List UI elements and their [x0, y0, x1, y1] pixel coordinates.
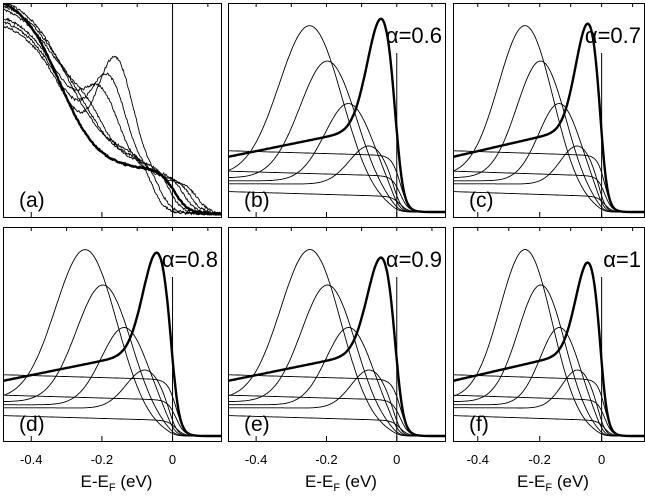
curves-f: [453, 249, 645, 438]
curves-e: [228, 249, 446, 438]
x-tick-label: 0: [598, 452, 605, 467]
x-tick-label: -0.4: [20, 452, 42, 467]
curve-5: [228, 374, 446, 437]
curve-7: [228, 191, 446, 213]
panel-d: -0.4 -0.2 0 (d) α=0.8: [3, 227, 222, 467]
x-axis-label: E-EF (eV): [517, 472, 589, 494]
panel-frame: [228, 3, 446, 218]
curve-3: [3, 369, 222, 437]
curve-4: [3, 17, 222, 216]
panel-label: (b): [244, 189, 270, 212]
panel-e: -0.4 -0.2 0 (e) α=0.9: [228, 227, 446, 467]
alpha-label: α=0.7: [585, 23, 641, 48]
panel-c: (c) α=0.7: [453, 3, 645, 218]
curve-6: [3, 25, 222, 215]
curve-3: [228, 145, 446, 213]
curve-3: [228, 369, 446, 437]
alpha-label: α=0.8: [162, 247, 218, 272]
curves-d: [3, 249, 222, 438]
curve-1: [3, 5, 222, 217]
panel-a: (a): [3, 3, 222, 218]
panel-label: (a): [19, 189, 45, 212]
panel-label: (c): [469, 189, 494, 212]
x-tick-label: -0.2: [529, 452, 551, 467]
panel-b: (b) α=0.6: [228, 3, 446, 218]
x-tick-label: -0.2: [315, 452, 337, 467]
panel-label: (e): [244, 413, 270, 436]
curve-6: [453, 170, 645, 213]
x-axis-label: E-EF (eV): [305, 472, 377, 494]
curves-a: [3, 3, 222, 217]
curve-5: [228, 150, 446, 213]
panel-label: (d): [19, 413, 45, 436]
curve-bold: [453, 261, 645, 438]
x-tick-label: 0: [393, 452, 400, 467]
x-tick-label: -0.4: [245, 452, 267, 467]
curve-3: [453, 369, 645, 437]
panel-f: -0.4 -0.2 0 (f) α=1: [453, 227, 645, 467]
curve-5: [453, 150, 645, 213]
curve-7: [3, 415, 222, 437]
curves-b: [228, 17, 446, 214]
curve-6: [3, 394, 222, 437]
panel-frame: [228, 227, 446, 442]
panel-label: (f): [469, 413, 489, 436]
x-tick-label: 0: [169, 452, 176, 467]
curves-c: [453, 22, 645, 214]
alpha-label: α=1: [603, 247, 641, 272]
panel-frame: [3, 227, 222, 442]
curve-5: [3, 21, 222, 215]
x-axis-label: E-EF (eV): [81, 472, 153, 494]
curve-bold: [3, 251, 222, 438]
x-tick-label: -0.4: [467, 452, 489, 467]
curve-7: [453, 415, 645, 437]
curve-6: [453, 394, 645, 437]
alpha-label: α=0.6: [386, 23, 442, 48]
curve-6: [228, 170, 446, 213]
x-tick-label: -0.2: [91, 452, 113, 467]
alpha-label: α=0.9: [386, 247, 442, 272]
curve-7: [228, 415, 446, 437]
curve-6: [228, 394, 446, 437]
curve-bold: [3, 3, 222, 216]
curve-bold: [228, 256, 446, 438]
curve-5: [453, 374, 645, 437]
panel-frame: [3, 3, 222, 218]
curve-5: [3, 374, 222, 437]
curve-7: [453, 191, 645, 213]
